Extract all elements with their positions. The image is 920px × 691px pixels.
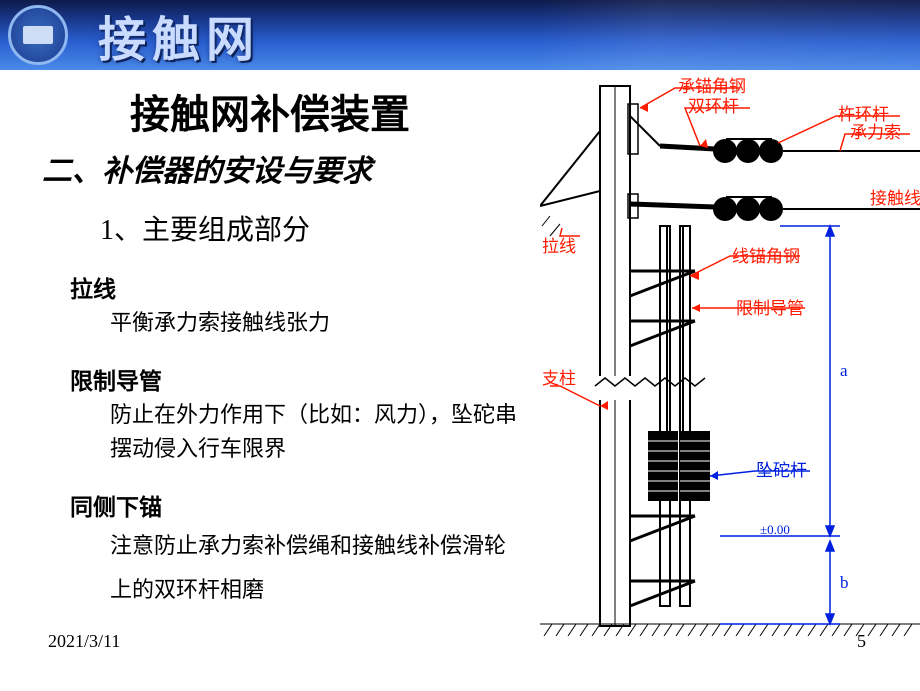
- logo-building-icon: [23, 26, 53, 44]
- footer: 2021/3/11 5: [0, 631, 920, 652]
- main-title: 接触网补偿装置: [0, 82, 540, 140]
- lbl-xian-mao: 线锚角钢: [732, 247, 800, 266]
- footer-date: 2021/3/11: [48, 631, 120, 652]
- item-1-body: 平衡承力索接触线张力: [0, 306, 540, 340]
- lbl-chu-ring: 杵环杆: [838, 105, 889, 124]
- lbl-guy: 拉线: [542, 237, 576, 256]
- banner-photo-overlay: [540, 0, 920, 70]
- lbl-post: 支柱: [542, 369, 576, 388]
- item-3-title: 同侧下锚: [0, 488, 540, 522]
- subtitle: 二、补偿器的安设与要求: [0, 146, 540, 190]
- org-logo: [8, 5, 68, 65]
- banner: 接触网: [0, 0, 920, 70]
- lbl-messenger: 承力索: [850, 123, 901, 142]
- footer-page: 5: [857, 631, 866, 652]
- lbl-weight-rod: 坠砣杆: [756, 461, 807, 480]
- zero-mark: ±0.00: [760, 522, 790, 537]
- item-2-body: 防止在外力作用下（比如：风力），坠砣串摆动侵入行车限界: [0, 398, 540, 466]
- item-2-title: 限制导管: [0, 362, 540, 396]
- dim-a: a: [840, 361, 848, 380]
- slide: 接触网 接触网补偿装置 二、补偿器的安设与要求 1、主要组成部分 拉线 平衡承力…: [0, 0, 920, 691]
- lbl-contact-wire: 接触线: [870, 189, 920, 208]
- dim-b: b: [840, 573, 849, 592]
- item-1-title: 拉线: [0, 270, 540, 304]
- compensation-diagram: a ±0.00 b: [540, 76, 920, 636]
- lbl-double-ring: 双环杆: [688, 97, 739, 116]
- banner-title: 接触网: [98, 0, 260, 70]
- slide-body: 接触网补偿装置 二、补偿器的安设与要求 1、主要组成部分 拉线 平衡承力索接触线…: [0, 70, 920, 670]
- lbl-limit-pipe: 限制导管: [736, 299, 804, 318]
- lbl-anchor-steel: 承锚角钢: [678, 77, 746, 96]
- text-column: 接触网补偿装置 二、补偿器的安设与要求 1、主要组成部分 拉线 平衡承力索接触线…: [0, 70, 540, 634]
- item-3-body: 注意防止承力索补偿绳和接触线补偿滑轮上的双环杆相磨: [0, 524, 540, 612]
- section-title: 1、主要组成部分: [0, 208, 540, 248]
